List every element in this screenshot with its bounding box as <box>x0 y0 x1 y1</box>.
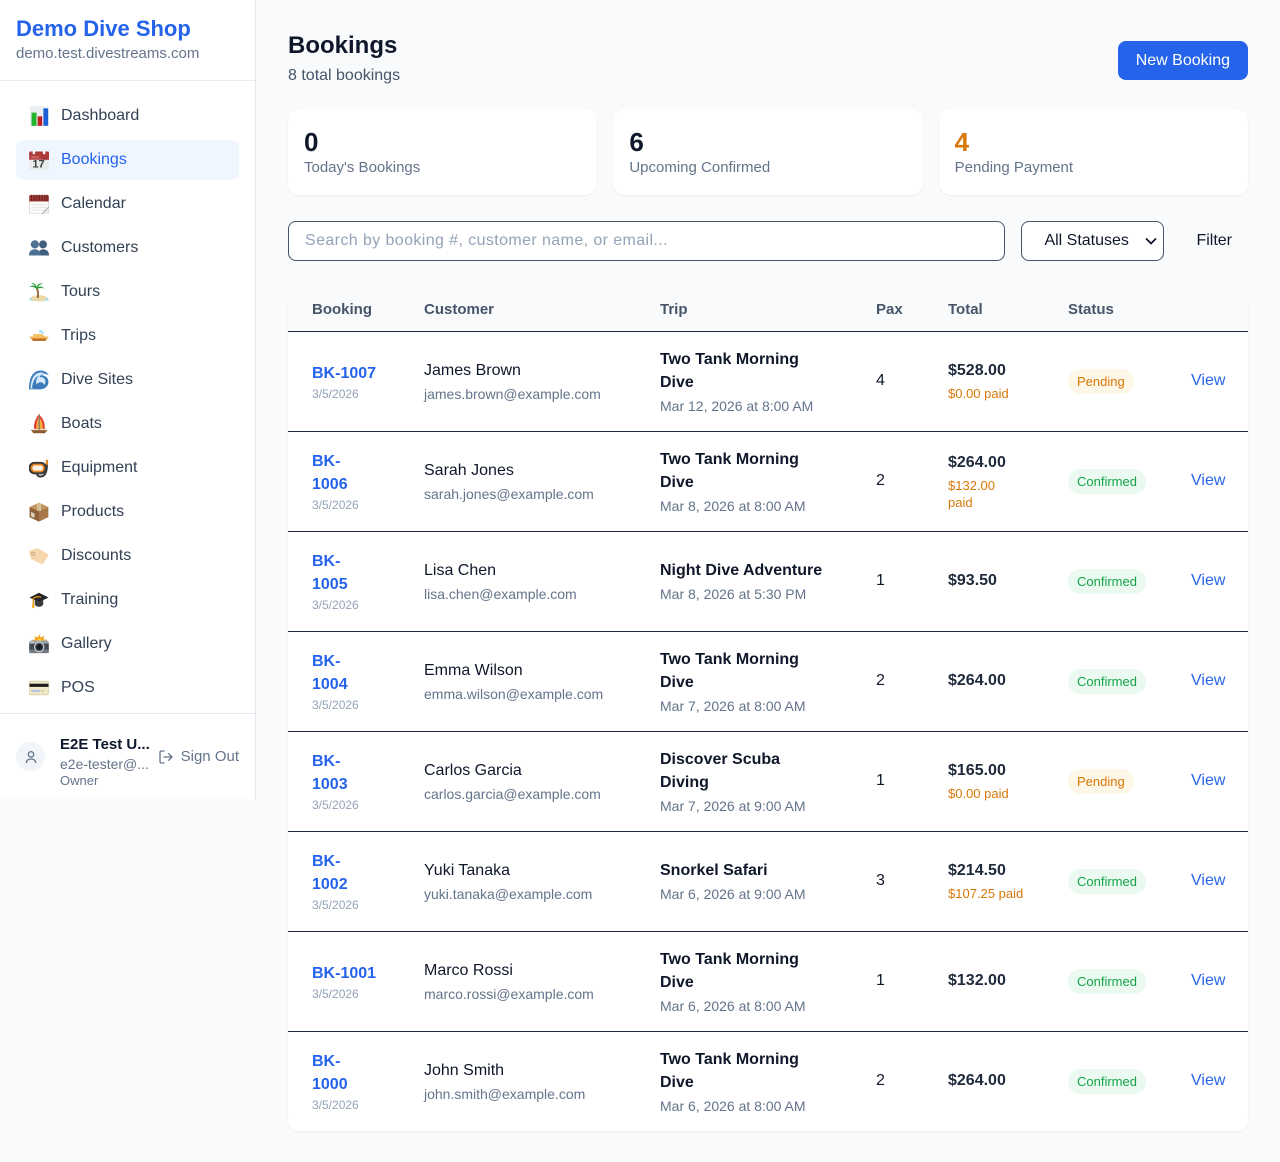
svg-text:17: 17 <box>32 159 44 170</box>
